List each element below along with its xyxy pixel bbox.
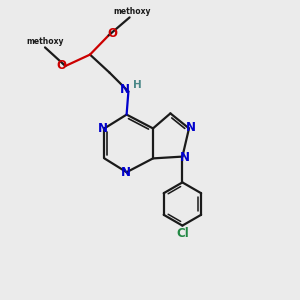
Text: N: N — [121, 166, 131, 179]
Text: N: N — [98, 122, 108, 135]
Text: Cl: Cl — [176, 227, 189, 240]
Text: N: N — [120, 83, 130, 96]
Text: N: N — [186, 121, 196, 134]
Text: methoxy: methoxy — [26, 37, 64, 46]
Text: methoxy: methoxy — [114, 7, 152, 16]
Text: O: O — [56, 59, 66, 72]
Text: N: N — [180, 151, 190, 164]
Text: H: H — [133, 80, 142, 91]
Text: O: O — [108, 27, 118, 40]
